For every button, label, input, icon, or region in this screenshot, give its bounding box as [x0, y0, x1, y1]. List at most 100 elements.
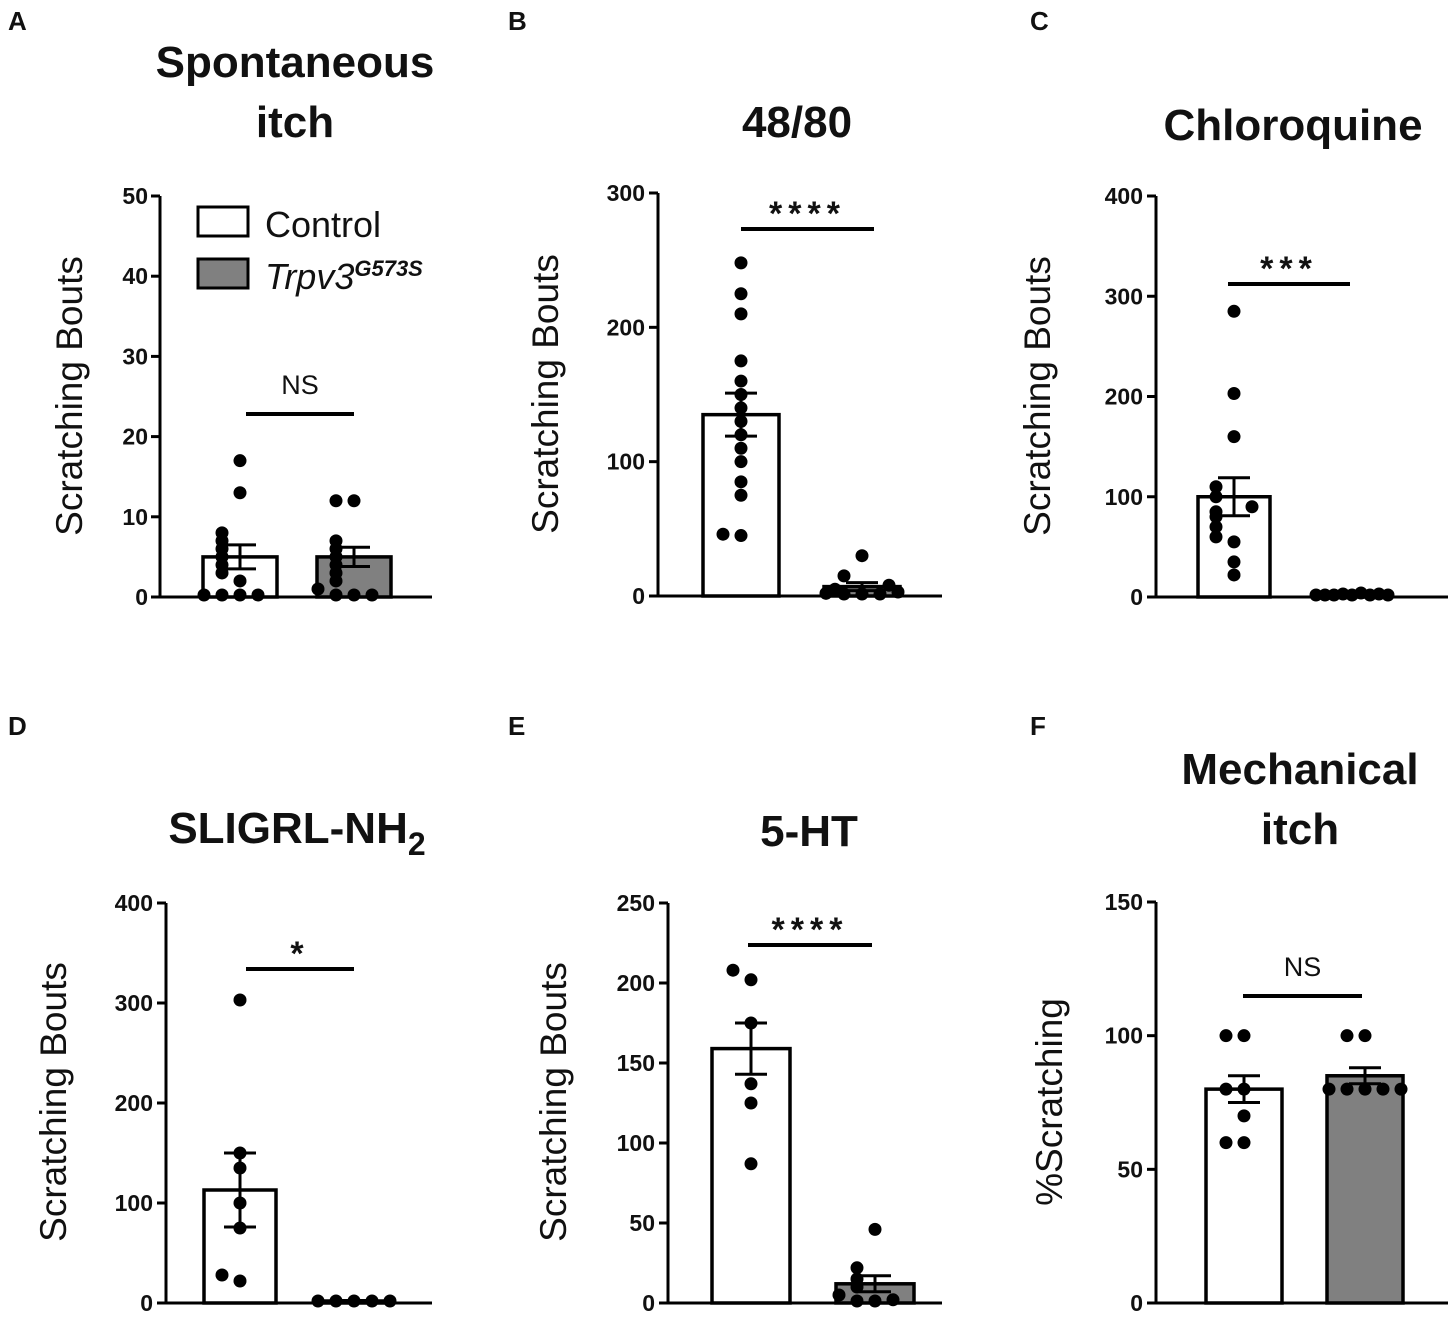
y-axis-label: Scratching Bouts — [33, 962, 74, 1242]
data-point — [734, 354, 748, 368]
y-tick-label: 100 — [115, 1190, 153, 1216]
data-point — [734, 414, 748, 428]
y-tick-label: 150 — [617, 1050, 655, 1076]
panel-title-subscript: 2 — [408, 826, 426, 862]
data-point — [1358, 1082, 1372, 1096]
data-point — [1209, 505, 1223, 519]
data-point — [1227, 304, 1241, 318]
legend-control-swatch — [196, 205, 250, 238]
data-point — [1309, 588, 1323, 602]
data-point — [1336, 587, 1350, 601]
y-tick-label: 100 — [617, 1130, 655, 1156]
data-point — [744, 973, 758, 987]
data-point — [347, 588, 361, 602]
data-point — [197, 588, 211, 602]
data-point — [868, 1294, 882, 1308]
significance-label: **** — [769, 195, 846, 233]
data-point — [233, 454, 247, 468]
data-point — [734, 441, 748, 455]
data-point — [1219, 1029, 1233, 1043]
significance-label: NS — [281, 370, 319, 400]
legend-mutant-swatch — [196, 257, 250, 290]
panel-letter: C — [1030, 6, 1049, 36]
y-tick-label: 40 — [122, 263, 148, 289]
data-point — [1237, 1082, 1251, 1096]
panel-title: 5-HT — [760, 807, 858, 856]
data-point — [1372, 587, 1386, 601]
data-point — [734, 488, 748, 502]
panel-title: SLIGRL-NH2 — [168, 804, 425, 862]
y-tick-label: 100 — [607, 449, 645, 475]
y-tick-label: 30 — [122, 343, 148, 369]
panel-b: B 48/80 Scratching Bouts 0 100 200 300 **** — [508, 6, 942, 609]
data-point — [734, 256, 748, 270]
data-point — [329, 534, 343, 548]
panel-letter: B — [508, 6, 527, 36]
data-point — [365, 588, 379, 602]
data-point — [734, 401, 748, 415]
y-tick-label: 200 — [115, 1090, 153, 1116]
panel-e: E 5-HT Scratching Bouts 0 50 100 150 200 250 **** — [508, 711, 942, 1316]
data-point — [1227, 535, 1241, 549]
legend-mutant-label: Trpv3G573S — [265, 256, 423, 297]
data-point — [233, 1146, 247, 1160]
bar-control — [1204, 1087, 1284, 1305]
y-tick-label: 50 — [1117, 1156, 1143, 1182]
data-point — [1237, 1029, 1251, 1043]
data-point — [734, 307, 748, 321]
y-tick-label: 300 — [115, 990, 153, 1016]
data-point — [329, 494, 343, 508]
data-point — [744, 1077, 758, 1091]
data-point — [873, 587, 887, 601]
y-tick-label: 100 — [1105, 484, 1143, 510]
data-point — [1245, 500, 1259, 514]
data-point — [1209, 530, 1223, 544]
legend-mutant-sup: G573S — [354, 256, 423, 281]
data-point — [1237, 1109, 1251, 1123]
data-point — [233, 1274, 247, 1288]
data-point — [215, 588, 229, 602]
panel-c: C Chloroquine Scratching Bouts 0 100 200 300 40… — [1017, 6, 1448, 610]
data-point — [1227, 555, 1241, 569]
y-tick-label: 0 — [642, 1290, 655, 1316]
data-point — [347, 1294, 361, 1308]
data-point — [233, 993, 247, 1007]
panel-title: Spontaneous — [156, 38, 435, 87]
data-point — [1209, 480, 1223, 494]
panel-letter: A — [8, 6, 27, 36]
data-point — [744, 1096, 758, 1110]
y-axis-label: Scratching Bouts — [49, 256, 90, 536]
legend-control-label: Control — [265, 204, 381, 245]
data-point — [329, 1294, 343, 1308]
data-point — [1376, 1082, 1390, 1096]
significance-label: * — [290, 935, 309, 973]
data-point — [233, 486, 247, 500]
data-point — [1340, 1082, 1354, 1096]
data-point — [744, 1016, 758, 1030]
data-point — [1237, 1136, 1251, 1150]
y-tick-label: 150 — [1105, 889, 1143, 915]
y-tick-label: 20 — [122, 424, 148, 450]
significance-label: **** — [772, 911, 849, 949]
data-point — [1322, 1082, 1336, 1096]
data-point — [832, 1288, 846, 1302]
data-point — [828, 582, 842, 596]
data-point — [837, 569, 851, 583]
data-point — [744, 1157, 758, 1171]
data-point — [716, 527, 730, 541]
y-tick-label: 400 — [1105, 183, 1143, 209]
legend: Control Trpv3G573S — [196, 204, 423, 297]
y-tick-label: 200 — [1105, 384, 1143, 410]
data-point — [855, 549, 869, 563]
panel-title: itch — [256, 98, 334, 147]
y-tick-label: 300 — [607, 180, 645, 206]
bar-mutant — [1325, 1074, 1405, 1305]
significance-label: NS — [1284, 952, 1322, 982]
data-point — [233, 588, 247, 602]
data-point — [233, 1221, 247, 1235]
panel-letter: F — [1030, 711, 1046, 741]
data-point — [850, 1272, 864, 1286]
data-point — [734, 287, 748, 301]
y-tick-label: 10 — [122, 504, 148, 530]
data-point — [347, 494, 361, 508]
